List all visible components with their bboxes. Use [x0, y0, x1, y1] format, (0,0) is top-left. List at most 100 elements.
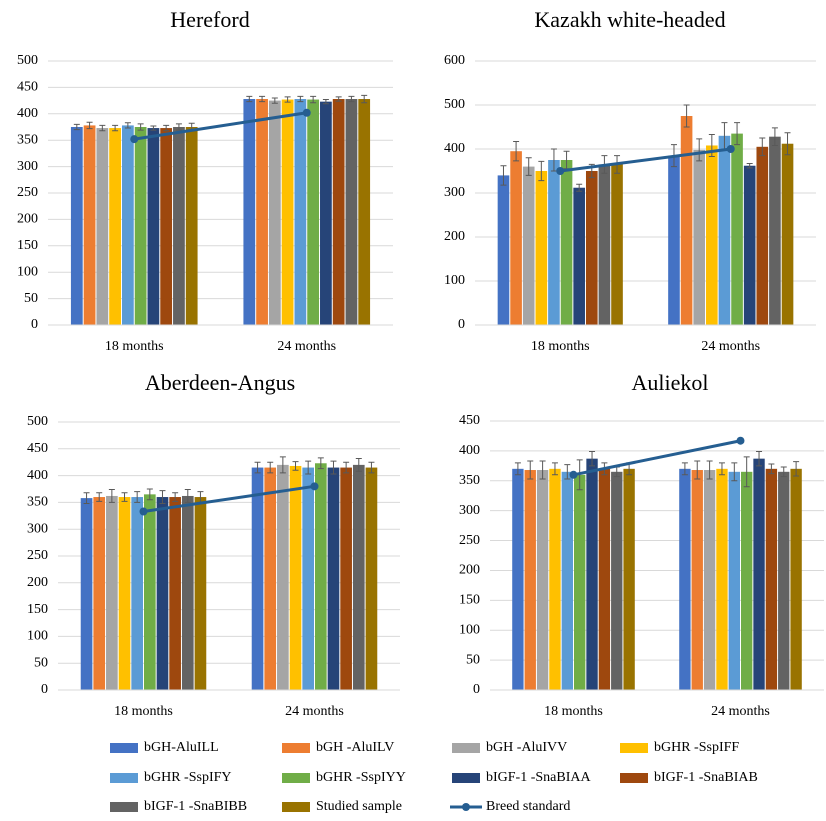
error-bar [694, 460, 701, 480]
y-tick-label: 400 [459, 443, 480, 458]
bar [70, 127, 83, 325]
error-bar [292, 461, 299, 471]
error-bar [124, 122, 131, 129]
y-tick-label: 400 [27, 468, 48, 483]
line-marker [726, 145, 735, 153]
chart-title: Auliekol [632, 370, 709, 395]
bar [289, 465, 302, 690]
error-bar [734, 122, 741, 146]
error-bar [527, 460, 534, 480]
y-tick-label: 450 [459, 413, 480, 428]
error-bar [683, 104, 690, 128]
error-bar [83, 492, 90, 504]
bar [169, 497, 181, 690]
chart-title: Hereford [170, 7, 249, 32]
error-bar [589, 450, 596, 467]
y-tick-label: 250 [27, 548, 48, 563]
bar [173, 127, 185, 325]
x-tick-label: 24 months [285, 704, 344, 719]
bar [753, 458, 765, 690]
bar [560, 160, 573, 325]
bar [281, 99, 294, 325]
y-tick-label: 0 [31, 317, 38, 332]
x-tick-label: 24 months [701, 339, 760, 354]
error-bar [305, 460, 312, 475]
error-bar [780, 466, 787, 478]
bar [320, 101, 332, 325]
bar [743, 165, 756, 325]
error-bar [576, 183, 583, 192]
error-bar [539, 460, 546, 480]
bar [251, 467, 264, 690]
y-tick-label: 300 [444, 185, 465, 200]
y-tick-label: 350 [27, 495, 48, 510]
bar [315, 463, 327, 690]
error-bar [681, 462, 688, 476]
error-bar [513, 141, 520, 162]
error-bar [746, 163, 753, 169]
bar [268, 100, 281, 325]
error-bar [254, 461, 261, 474]
error-bar [150, 125, 157, 131]
legend-label: Studied sample [316, 799, 402, 814]
y-tick-label: 50 [466, 652, 480, 667]
y-tick-label: 0 [473, 682, 480, 697]
bar [693, 149, 706, 325]
error-bar [743, 456, 750, 488]
bar [294, 99, 307, 326]
error-bar [696, 138, 703, 162]
error-bar [246, 95, 253, 103]
x-tick-label: 24 months [277, 339, 336, 354]
bar [121, 125, 134, 325]
error-bar [551, 462, 558, 476]
y-tick-label: 450 [27, 441, 48, 456]
error-bar [317, 457, 324, 470]
y-tick-label: 200 [459, 563, 480, 578]
error-bar [525, 157, 532, 176]
error-bar [731, 462, 738, 482]
bar [611, 164, 623, 325]
bar [706, 145, 718, 325]
bar [365, 467, 378, 690]
line [560, 147, 731, 173]
legend-label: Breed standard [486, 799, 570, 814]
bar [716, 468, 728, 690]
error-bar [759, 137, 766, 157]
y-tick-label: 150 [17, 238, 38, 253]
y-tick-label: 100 [459, 622, 480, 637]
error-bar [768, 463, 775, 475]
legend-swatch [110, 743, 138, 753]
bar [778, 471, 790, 690]
bar [131, 497, 143, 690]
y-tick-label: 200 [444, 229, 465, 244]
bar [728, 471, 740, 690]
y-tick-label: 50 [34, 655, 48, 670]
y-tick-label: 350 [17, 132, 38, 147]
bar [256, 99, 268, 326]
y-tick-label: 400 [444, 141, 465, 156]
bar [277, 464, 289, 690]
error-bar [86, 121, 93, 130]
error-bar [368, 461, 375, 474]
y-tick-label: 300 [459, 503, 480, 518]
y-tick-label: 200 [27, 575, 48, 590]
bar [194, 497, 207, 690]
y-tick-label: 0 [458, 317, 465, 332]
bar [598, 164, 611, 325]
bar [307, 99, 320, 325]
bar [144, 494, 156, 690]
bar [522, 166, 535, 325]
error-bar [361, 94, 368, 104]
error-bar [330, 460, 337, 475]
error-bar [108, 489, 115, 503]
bar [718, 135, 731, 325]
error-bar [271, 97, 278, 104]
bar [181, 495, 194, 690]
y-tick-label: 100 [17, 264, 38, 279]
bar [598, 468, 611, 690]
bar [156, 497, 169, 690]
legend-swatch [282, 773, 310, 783]
bar [680, 116, 693, 325]
error-bar [96, 492, 103, 502]
